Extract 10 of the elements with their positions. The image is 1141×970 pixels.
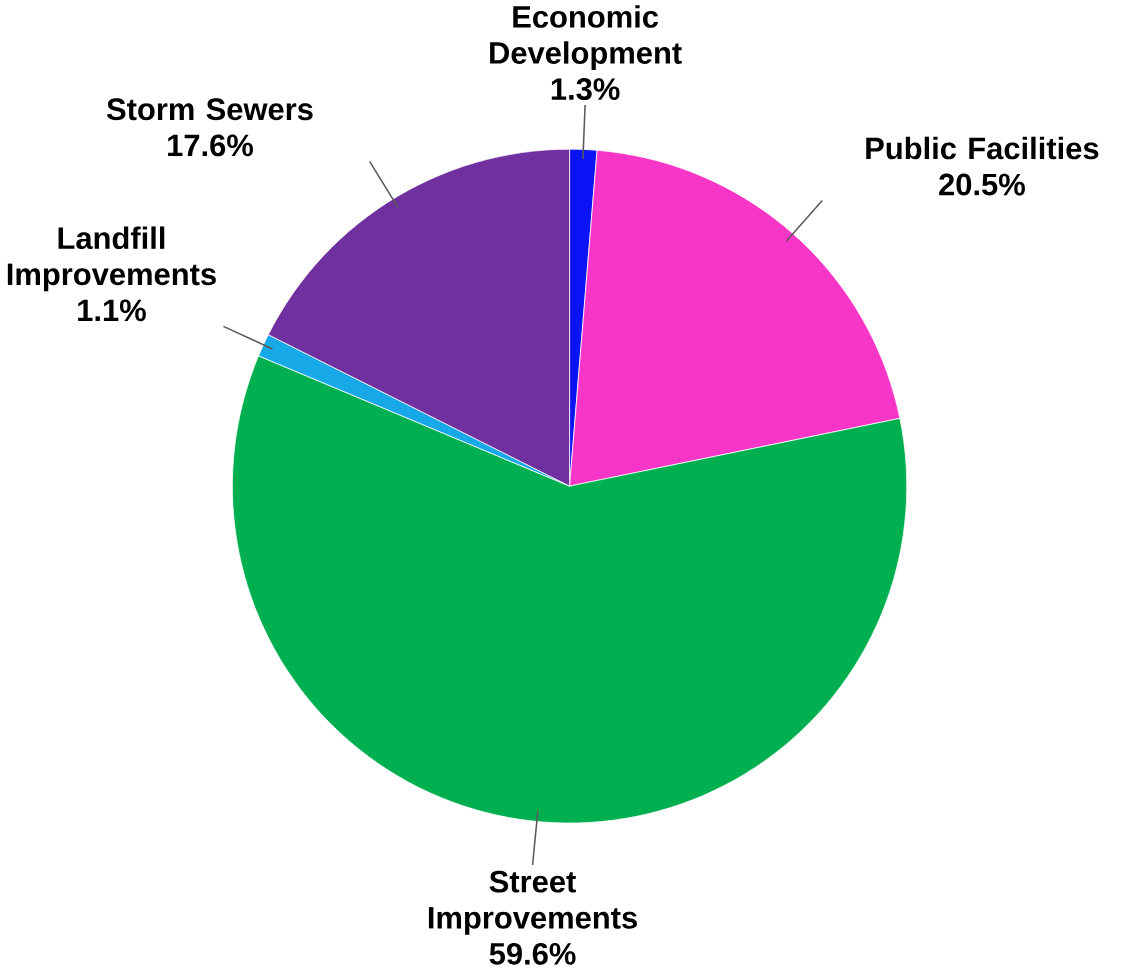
data-label: 20.5% (939, 173, 1025, 196)
data-label: 1.3% (551, 78, 620, 101)
data-label: 17.6% (168, 134, 253, 157)
slice-label: Storm Sewers (106, 98, 313, 121)
slice-label: Economic Development (490, 5, 682, 71)
data-label: 59.6% (489, 942, 576, 965)
slice-label: Street Improvements (428, 870, 637, 935)
data-label: 1.1% (78, 299, 146, 322)
slice-label: Landfill Improvements (7, 226, 216, 292)
slice-label: Public Facilities (866, 136, 1099, 160)
